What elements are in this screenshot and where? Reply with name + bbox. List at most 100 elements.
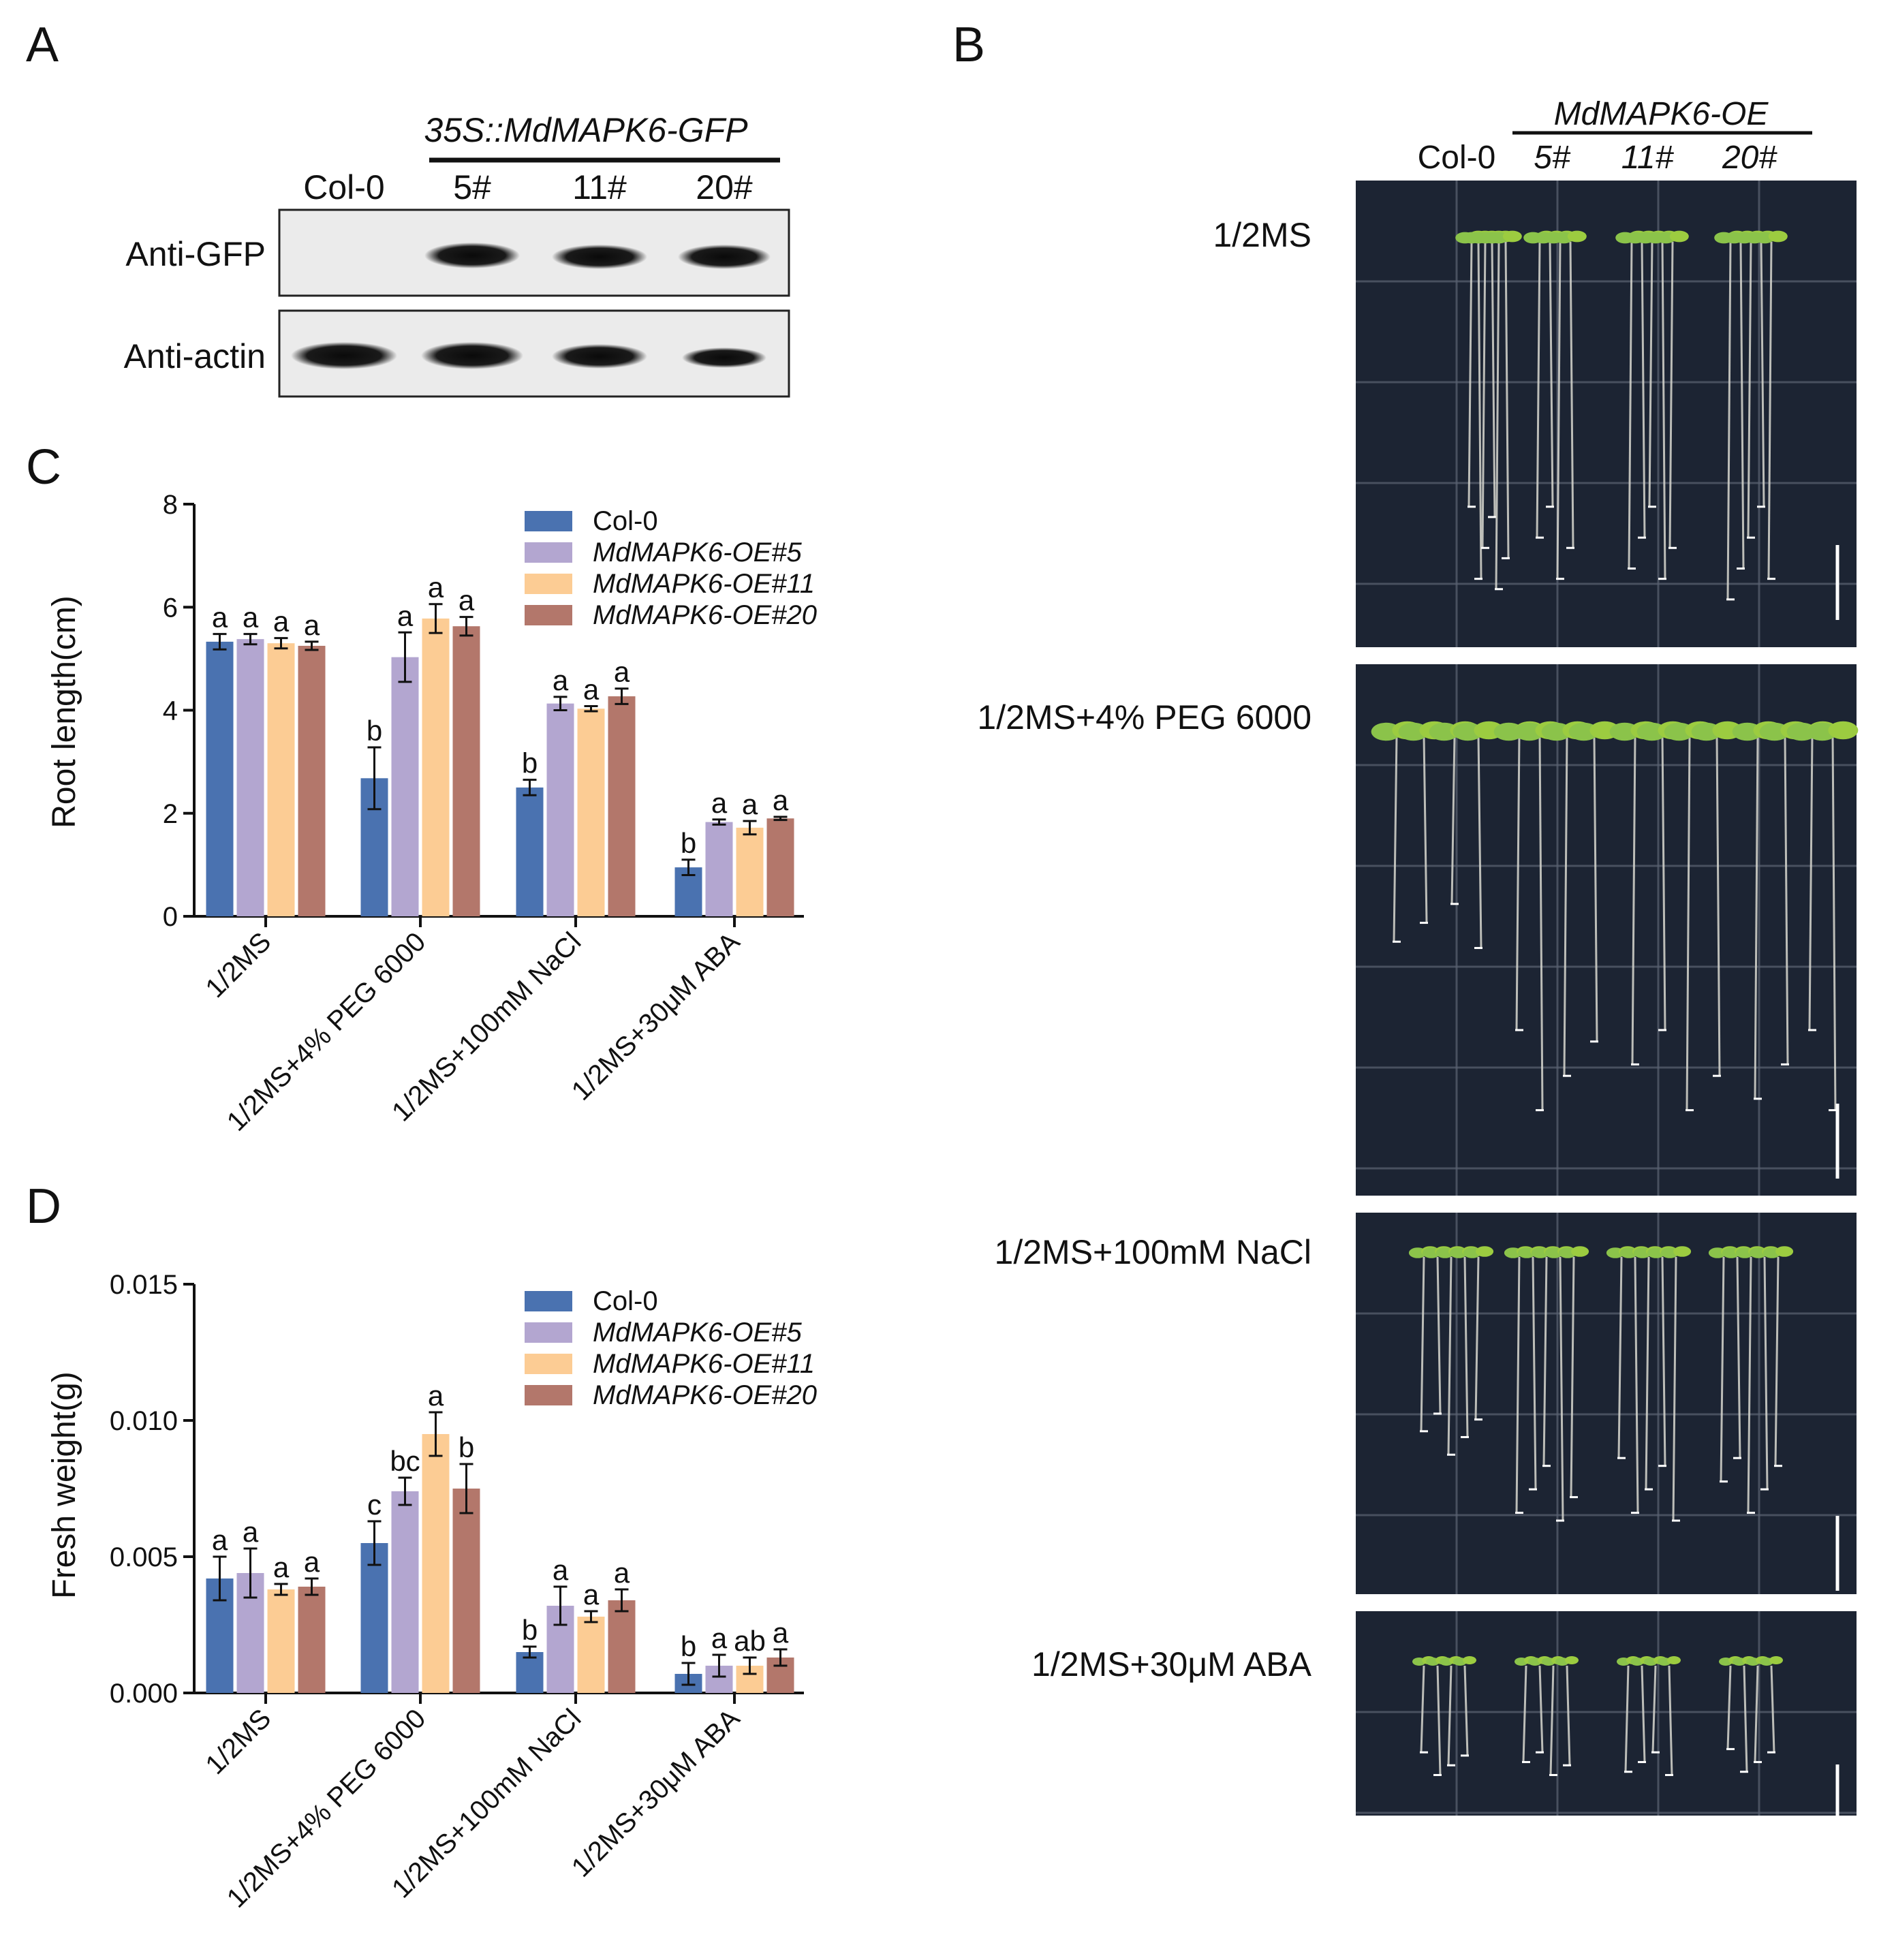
- significance-letter: a: [711, 787, 728, 819]
- seedling-root: [1715, 735, 1721, 1076]
- seedling-root: [1808, 735, 1814, 1031]
- seedling-root: [1624, 1665, 1630, 1772]
- lane-label: 11#: [572, 168, 627, 206]
- legend-label: MdMAPK6-OE#20: [593, 1380, 817, 1410]
- seedling-root: [1463, 1256, 1469, 1437]
- seedling-leaf: [1669, 230, 1689, 243]
- plate-background: [1356, 1611, 1857, 1816]
- legend-swatch: [525, 1354, 572, 1374]
- y-tick-label: 0.015: [110, 1270, 178, 1300]
- seedling-root: [1495, 241, 1500, 589]
- seedling-root: [1736, 1256, 1741, 1459]
- condition-label: 1/2MS+30μM ABA: [1031, 1645, 1312, 1683]
- blot-band: [552, 344, 647, 369]
- seedling-root: [1447, 1665, 1453, 1766]
- seedling-root: [1447, 1256, 1453, 1455]
- x-tick-label: 1/2MS+30μM ABA: [566, 927, 746, 1106]
- photo-column-label: 5#: [1534, 140, 1571, 176]
- seedling-root: [1532, 1256, 1537, 1490]
- significance-letter: b: [459, 1431, 474, 1463]
- blot-row-label: Anti-GFP: [125, 235, 266, 273]
- blot-band: [291, 342, 397, 369]
- seedling-root: [1423, 735, 1428, 923]
- significance-letter: a: [428, 1380, 444, 1412]
- seedling-root: [1481, 241, 1487, 548]
- seedling-leaf: [1667, 1656, 1681, 1664]
- seedling-root: [1420, 1256, 1425, 1431]
- bar: [516, 1652, 544, 1693]
- seedling-root: [1686, 735, 1691, 1110]
- significance-letter: b: [681, 827, 696, 859]
- significance-letter: a: [742, 788, 758, 820]
- significance-letter: a: [212, 1524, 228, 1556]
- significance-letter: a: [273, 606, 290, 638]
- legend-swatch: [525, 1291, 572, 1311]
- blot-band: [682, 347, 766, 368]
- blot-band: [424, 243, 520, 268]
- seedling-photo: [1356, 664, 1859, 1196]
- x-tick-label: 1/2MS+30μM ABA: [566, 1703, 746, 1883]
- seedling-root: [1645, 1256, 1650, 1490]
- legend-swatch: [525, 574, 572, 594]
- legend-label: MdMAPK6-OE#20: [593, 600, 817, 630]
- seedling-leaf: [1567, 230, 1587, 243]
- significance-letter: a: [397, 600, 414, 632]
- seedling-root: [1536, 241, 1541, 538]
- legend-label: Col-0: [593, 1286, 658, 1316]
- bar: [766, 818, 794, 916]
- y-tick-label: 8: [163, 490, 178, 520]
- seedling-root: [1774, 1256, 1780, 1466]
- y-tick-label: 0.000: [110, 1679, 178, 1709]
- seedling-root: [1549, 241, 1554, 507]
- significance-letter: a: [614, 656, 630, 688]
- seedling-root: [1754, 735, 1759, 1099]
- seedling-photo: [1356, 1213, 1857, 1594]
- y-tick-label: 0.005: [110, 1542, 178, 1572]
- seedling-root: [1763, 1256, 1769, 1490]
- significance-letter: b: [367, 715, 382, 747]
- seedling-root: [1739, 241, 1745, 569]
- panel-label-b: B: [952, 18, 985, 72]
- seedling-root: [1754, 1665, 1759, 1762]
- bar: [391, 657, 419, 916]
- seedling-root: [1474, 1256, 1480, 1420]
- legend-label: MdMAPK6-OE#11: [593, 1349, 815, 1379]
- legend-label: Col-0: [593, 506, 658, 536]
- seedling-leaf: [1463, 1656, 1476, 1664]
- seedling-root: [1468, 241, 1473, 507]
- legend-swatch: [525, 511, 572, 531]
- bar: [206, 641, 234, 916]
- seedling-photo: [1356, 181, 1857, 647]
- significance-letter: a: [273, 1551, 290, 1583]
- seedling-root: [1515, 1256, 1521, 1513]
- bar: [298, 645, 326, 916]
- bar: [391, 1491, 419, 1693]
- seedling-root: [1477, 241, 1482, 579]
- legend-label: MdMAPK6-OE#5: [593, 1318, 803, 1348]
- oe-group-label: MdMAPK6-OE: [1554, 96, 1769, 132]
- legend-label: MdMAPK6-OE#11: [593, 569, 815, 599]
- bar: [516, 787, 544, 916]
- legend-label: MdMAPK6-OE#5: [593, 538, 803, 567]
- seedling-root: [1569, 241, 1574, 548]
- y-tick-label: 0: [163, 902, 178, 932]
- bar: [422, 1434, 450, 1693]
- plate-background: [1356, 1213, 1857, 1594]
- seedling-leaf: [1775, 1246, 1794, 1257]
- blot-band: [421, 342, 523, 369]
- blot-band: [552, 245, 647, 269]
- seedling-root: [1570, 1256, 1575, 1497]
- seedling-root: [1634, 1256, 1639, 1513]
- legend-swatch: [525, 1385, 572, 1405]
- significance-letter: a: [304, 609, 320, 641]
- bar: [577, 709, 605, 916]
- seedling-root: [1617, 1256, 1623, 1459]
- significance-letter: b: [522, 1614, 538, 1646]
- seedling-root: [1831, 735, 1837, 1110]
- bar: [360, 1543, 388, 1693]
- condition-label: 1/2MS: [1213, 216, 1311, 254]
- seedling-root: [1661, 241, 1666, 579]
- bar: [608, 1600, 636, 1693]
